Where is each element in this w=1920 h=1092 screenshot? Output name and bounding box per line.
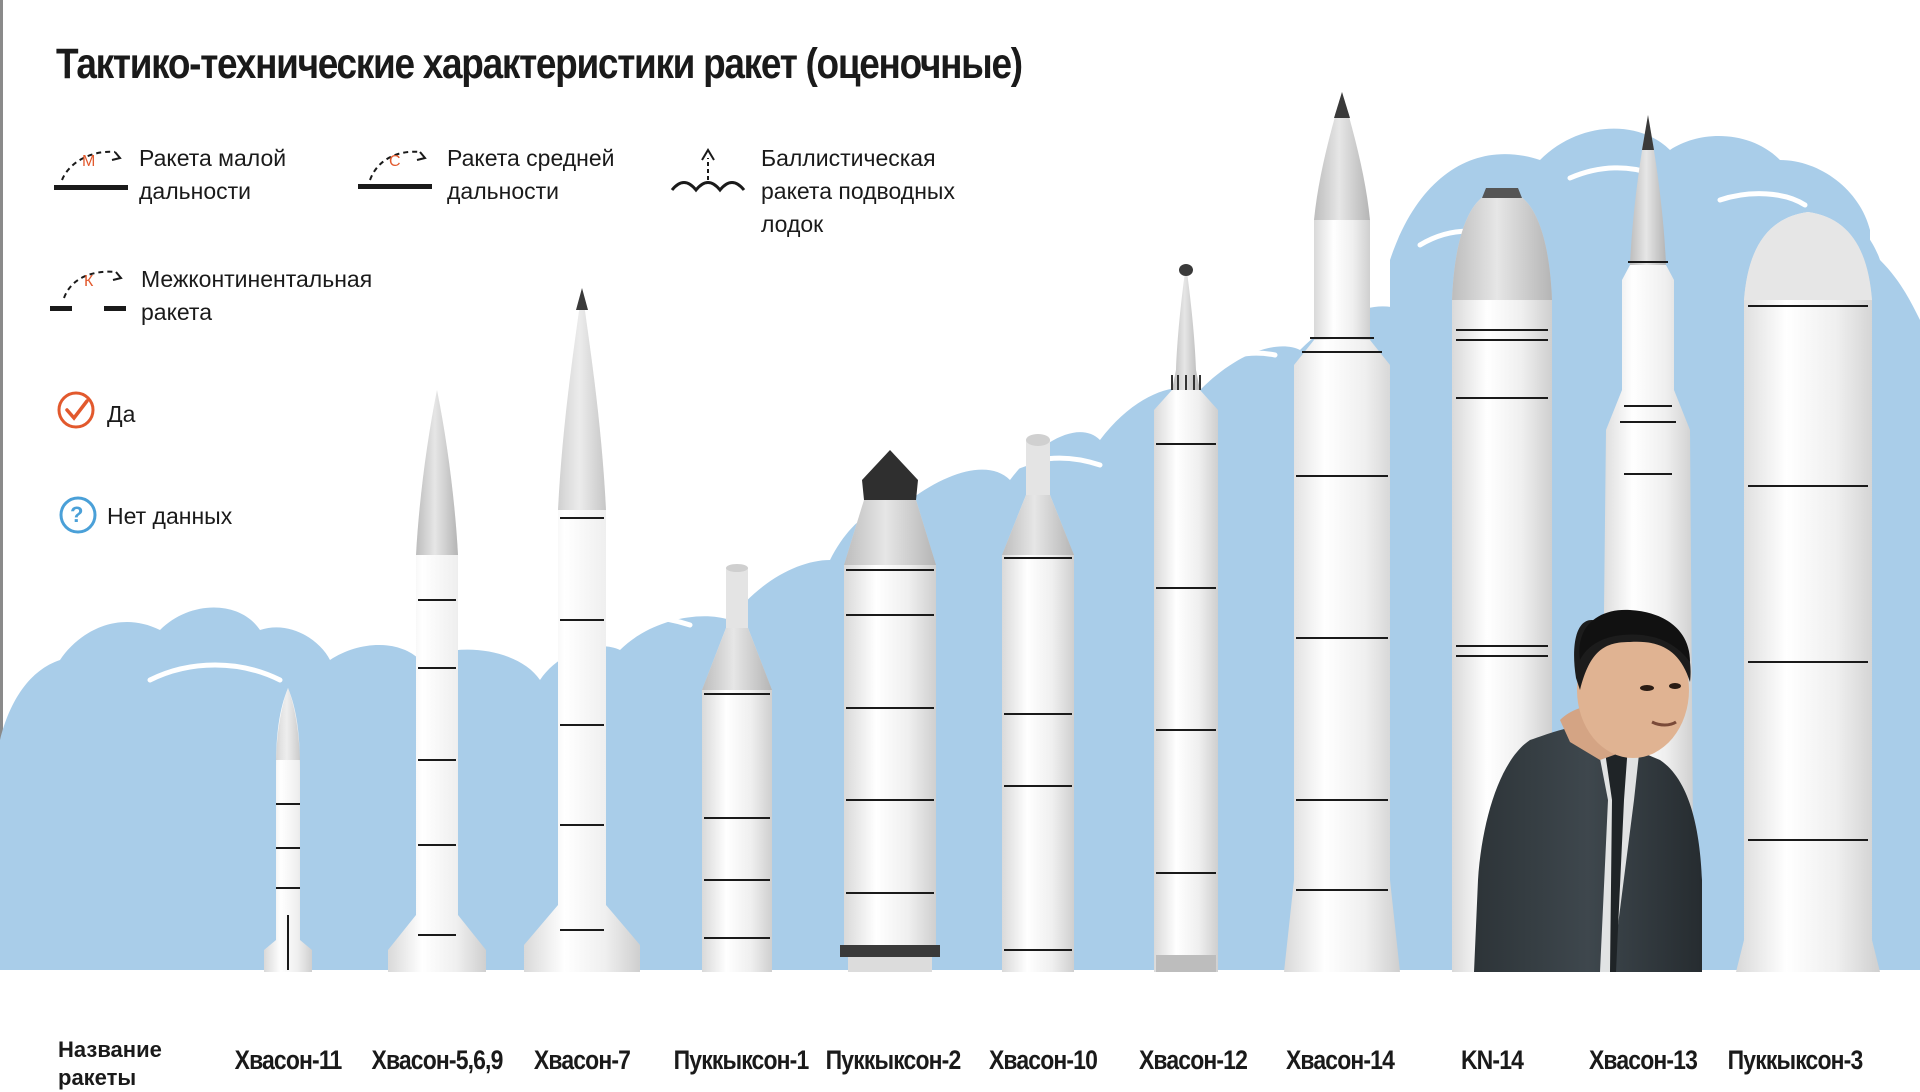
medium-range-icon xyxy=(358,150,432,189)
short-range-label-1: Ракета малой xyxy=(139,145,287,171)
table-header-name: Название ракеты xyxy=(58,1036,162,1092)
yes-label: Да xyxy=(107,401,136,427)
short-range-letter: М xyxy=(82,153,96,170)
rocket-name-hwasong-10: Хвасон-10 xyxy=(988,1045,1098,1075)
medium-range-label-1: Ракета средней xyxy=(447,145,615,171)
rocket-name-kn-14: KN-14 xyxy=(1460,1045,1524,1075)
rocket-hwasong-5-6-9 xyxy=(388,390,486,972)
rocket-hwasong-14 xyxy=(1284,92,1400,972)
left-border xyxy=(0,0,3,1088)
yes-check-icon xyxy=(57,391,95,429)
rocket-name-hwasong-13: Хвасон-13 xyxy=(1588,1045,1698,1075)
rocket-name-pukkuksong-3: Пуккыксон-3 xyxy=(1727,1045,1864,1075)
slbm-label-2: ракета подводных xyxy=(761,178,955,204)
icbm-icon xyxy=(50,270,126,311)
rocket-pukkuksong-2 xyxy=(840,450,940,972)
no-data-question-mark: ? xyxy=(70,502,84,527)
rocket-hwasong-7 xyxy=(524,288,640,972)
slbm-label-3: лодок xyxy=(761,211,824,237)
rocket-hwasong-10 xyxy=(1002,434,1074,972)
table-header-line-1: Название xyxy=(58,1037,162,1062)
ground xyxy=(0,970,1920,1088)
rocket-hwasong-11 xyxy=(264,688,312,972)
rocket-pukkuksong-3 xyxy=(1736,212,1880,972)
rocket-pukkuksong-1 xyxy=(702,564,772,972)
slbm-label-1: Баллистическая xyxy=(761,145,936,171)
submarine-missile-icon xyxy=(670,148,746,193)
rocket-name-hwasong-12: Хвасон-12 xyxy=(1138,1045,1248,1075)
rocket-name-pukkuksong-2: Пуккыксон-2 xyxy=(825,1045,962,1075)
no-data-label: Нет данных xyxy=(107,503,233,529)
table-header-line-2: ракеты xyxy=(58,1065,137,1090)
icbm-letter: К xyxy=(84,273,94,290)
icbm-label-2: ракета xyxy=(141,299,212,325)
page-title: Тактико-технические характеристики ракет… xyxy=(56,40,1023,88)
rocket-name-hwasong-11: Хвасон-11 xyxy=(234,1045,343,1075)
no-data-question-icon xyxy=(59,496,97,534)
medium-range-label-2: дальности xyxy=(447,178,559,204)
short-range-icon xyxy=(54,150,128,190)
rocket-name-pukkuksong-1: Пуккыксон-1 xyxy=(673,1045,810,1075)
icbm-label-1: Межконтинентальная xyxy=(141,266,373,292)
rocket-name-hwasong-7: Хвасон-7 xyxy=(533,1045,631,1075)
short-range-label-2: дальности xyxy=(139,178,251,204)
rocket-hwasong-12 xyxy=(1154,264,1218,972)
leader-photo xyxy=(1474,609,1702,972)
rocket-name-hwasong-5-6-9: Хвасон-5,6,9 xyxy=(371,1045,503,1075)
rocket-name-hwasong-14: Хвасон-14 xyxy=(1285,1045,1395,1075)
medium-range-letter: С xyxy=(389,153,401,170)
